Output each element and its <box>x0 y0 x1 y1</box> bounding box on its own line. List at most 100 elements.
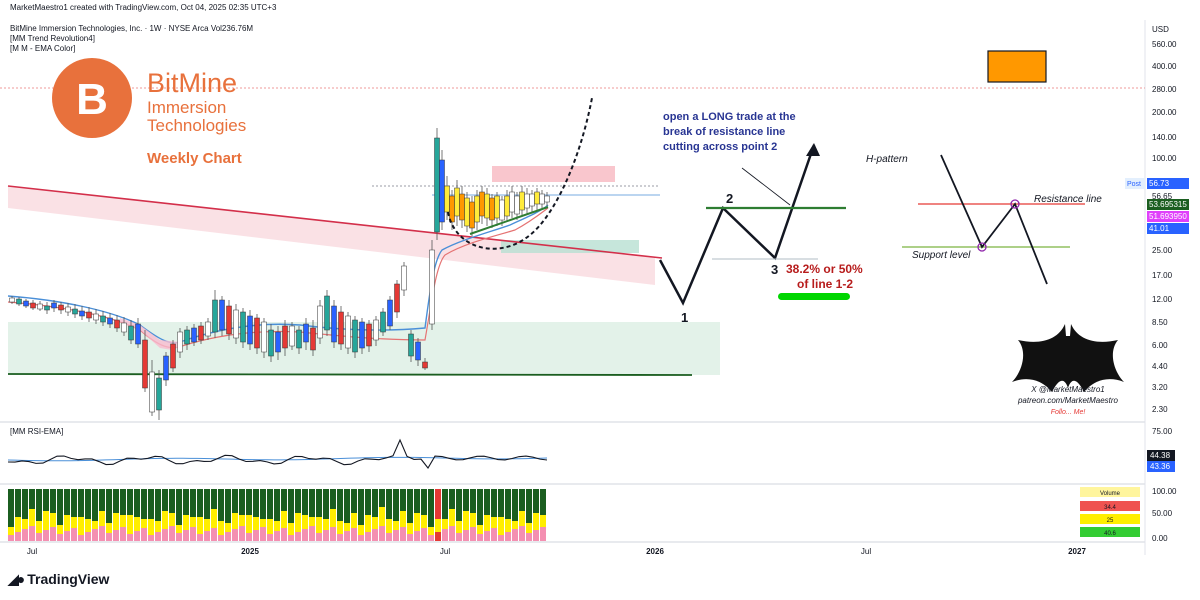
candle <box>23 299 29 308</box>
candle <box>44 302 50 314</box>
candle <box>429 240 435 330</box>
candle <box>524 188 530 214</box>
volume-bar <box>393 489 399 541</box>
candle <box>408 330 414 362</box>
candle <box>366 320 372 352</box>
post-label-bg <box>1125 178 1145 189</box>
volume-bar <box>22 489 28 541</box>
candle <box>156 370 162 420</box>
volume-bar <box>190 489 196 541</box>
recent-uptrend-line <box>469 206 549 235</box>
logo-word-bitmine: BitMine <box>147 68 237 98</box>
candle <box>191 324 197 346</box>
bat-icon <box>1012 324 1124 392</box>
candle <box>310 320 316 356</box>
volume-bar <box>533 489 539 541</box>
candle <box>474 190 480 230</box>
rsi-title[interactable]: [MM RSI-EMA] <box>10 427 63 436</box>
candles-group <box>9 128 550 420</box>
candle <box>469 196 475 236</box>
candle <box>394 280 400 318</box>
volume-bar <box>491 489 497 541</box>
volume-bar <box>512 489 518 541</box>
candle <box>331 300 337 348</box>
volume-bar <box>407 489 413 541</box>
volume-bar <box>29 489 35 541</box>
candle <box>434 128 440 240</box>
support-label: Support level <box>912 250 971 261</box>
wave-projection: 1 2 3 38.2% or 50% of line 1-2 open a LO… <box>658 111 863 325</box>
candle <box>9 296 15 304</box>
candle <box>387 296 393 330</box>
volume-bar <box>85 489 91 541</box>
time-axis[interactable]: Jul 2025 Jul 2026 Jul 2027 <box>27 547 1087 556</box>
price-axis[interactable]: USD 560.00 400.00 280.00 200.00 140.00 100.00… <box>1152 25 1177 414</box>
candle <box>51 300 57 312</box>
price-badge: 51.693950 <box>1149 212 1187 221</box>
volume-bar <box>316 489 322 541</box>
candle <box>422 358 428 370</box>
candle <box>529 190 535 212</box>
weekly-chart-label: Weekly Chart <box>147 150 242 167</box>
retrace-highlight <box>778 293 850 300</box>
candle <box>72 304 78 318</box>
price-tick: 25.00 <box>1152 246 1173 255</box>
candle <box>65 303 71 316</box>
candle <box>233 304 239 344</box>
orange-marker-box <box>987 50 1047 83</box>
volume-bar <box>281 489 287 541</box>
price-tick: 4.40 <box>1152 362 1168 371</box>
indicator-name-2[interactable]: [M M - EMA Color] <box>10 44 76 53</box>
candle <box>324 290 330 336</box>
volume-bar <box>260 489 266 541</box>
symbol-line: BitMine Immersion Technologies, Inc. · 1… <box>10 24 254 33</box>
volume-bar <box>78 489 84 541</box>
volume-bar <box>456 489 462 541</box>
logo-word-technologies: Technologies <box>147 116 246 135</box>
volume-bar <box>113 489 119 541</box>
candle <box>464 192 470 232</box>
bitcoin-symbol: B <box>76 75 108 124</box>
volume-bar <box>463 489 469 541</box>
volume-bar <box>225 489 231 541</box>
h-pattern-sketch: H-pattern Resistance line Support level <box>866 154 1102 285</box>
volume-bar <box>99 489 105 541</box>
candle <box>219 296 225 336</box>
candle <box>128 320 134 344</box>
price-badge: 41.01 <box>1149 224 1170 233</box>
volume-bar <box>106 489 112 541</box>
candle <box>107 313 113 328</box>
volume-legend-value-2: 25 <box>1107 518 1114 524</box>
volume-bar <box>414 489 420 541</box>
volume-bar <box>379 489 385 541</box>
volume-bar <box>169 489 175 541</box>
volume-bar <box>176 489 182 541</box>
tradingview-logo[interactable]: ◢● TradingView <box>8 571 109 588</box>
volume-bar <box>57 489 63 541</box>
price-tick: 280.00 <box>1152 85 1177 94</box>
wave-label-3: 3 <box>771 262 778 277</box>
candle <box>226 300 232 340</box>
candle <box>198 322 204 344</box>
candle <box>296 326 302 354</box>
indicator-name-1[interactable]: [MM Trend Revolution4] <box>10 34 95 43</box>
time-tick: 2025 <box>241 547 259 556</box>
candle <box>30 300 36 310</box>
price-tick: 2.30 <box>1152 405 1168 414</box>
candle <box>268 324 274 362</box>
volume-bar <box>372 489 378 541</box>
volume-bar <box>43 489 49 541</box>
price-tick: 6.00 <box>1152 341 1168 350</box>
volume-bar <box>155 489 161 541</box>
volume-tick: 50.00 <box>1152 509 1173 518</box>
volume-bar <box>253 489 259 541</box>
trend-cloud <box>8 186 655 285</box>
volume-bar <box>477 489 483 541</box>
candle <box>459 186 465 228</box>
volume-bar <box>218 489 224 541</box>
volume-bar <box>134 489 140 541</box>
candle <box>79 306 85 320</box>
price-tick: 3.20 <box>1152 383 1168 392</box>
